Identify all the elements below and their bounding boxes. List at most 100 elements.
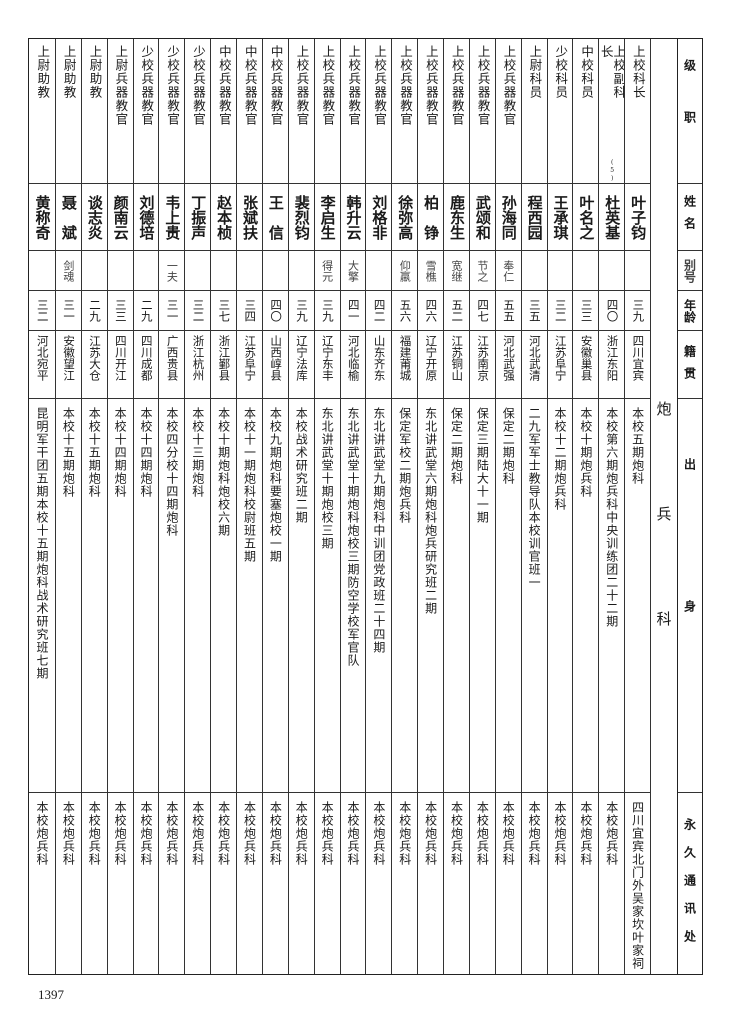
address-text: 本校炮兵科 [138, 801, 153, 866]
address-text: 本校炮兵科 [87, 801, 102, 866]
address-text: 本校炮兵科 [216, 801, 231, 866]
cell-age: 三一 [159, 291, 185, 331]
cell-education: 保定二期炮科 [444, 399, 469, 793]
address-text: 本校炮兵科 [268, 801, 283, 866]
age-text: 三四 [243, 299, 258, 322]
address-text: 本校炮兵科 [501, 801, 516, 866]
table-row: 上校兵器教官 鹿东生 宽继 五二 江苏铜山 保定二期炮科 本校炮兵科 [443, 39, 469, 974]
name-text: 王承琪 [551, 194, 570, 240]
cell-age: 四七 [469, 291, 495, 331]
address-text: 本校炮兵科 [423, 801, 438, 866]
cell-education: 本校十期炮科炮校六期 [211, 399, 237, 793]
rank-text: 上尉兵器教官 [113, 45, 129, 126]
age-text: 三九 [294, 299, 309, 322]
cell-address: 本校炮兵科 [159, 793, 184, 974]
table-row: 上校兵器教官柏 铮雪樵 四六 辽宁开原 东北讲武堂六期炮科炮兵研究班二期 本校炮兵科 [417, 39, 444, 974]
cell-origin: 四川宜宾 [625, 331, 651, 399]
cell-origin: 四川开江 [107, 331, 133, 399]
cell-rank: 上校兵器教官 [418, 39, 444, 184]
education-text: 昆明军干团五期本校十五期炮科战术研究班七期 [34, 407, 49, 680]
cell-rank: 上尉助教 [29, 39, 55, 184]
name-text: 柏 铮 [422, 194, 441, 240]
education-text: 本校十期炮兵科 [578, 407, 593, 498]
cell-address: 本校炮兵科 [211, 793, 236, 974]
origin-text: 江苏阜宁 [553, 335, 568, 381]
address-text: 本校炮兵科 [61, 801, 76, 866]
rank-text: 中校兵器教官 [242, 45, 258, 126]
table-row: 上校副科长 (5) 杜英基 四〇 浙江东阳 本校第六期炮兵科中央训练团二十二期 本校炮兵科 [598, 39, 625, 974]
rank-text: 上校兵器教官 [475, 45, 491, 126]
rank-text: 中校兵器教官 [216, 45, 232, 126]
rank-text: 上尉助教 [35, 45, 51, 99]
cell-rank: 中校兵器教官 [237, 39, 262, 184]
origin-text: 浙江鄞县 [217, 335, 232, 381]
origin-text: 广西贵县 [165, 335, 180, 381]
education-text: 本校第六期炮兵科中央训练团二十二期 [604, 407, 619, 628]
origin-text: 江苏南京 [476, 335, 491, 381]
cell-alias [133, 251, 159, 291]
address-text: 本校炮兵科 [113, 801, 128, 866]
rank-text: 上尉科员 [527, 45, 543, 99]
age-text: 三二 [35, 299, 50, 322]
address-text: 本校炮兵科 [449, 801, 464, 866]
cell-origin: 辽宁东丰 [314, 331, 340, 399]
cell-origin: 浙江鄞县 [211, 331, 237, 399]
cell-alias [211, 251, 237, 291]
cell-address: 本校炮兵科 [548, 793, 573, 974]
cell-alias [185, 251, 211, 291]
age-text: 二九 [87, 299, 102, 322]
address-text: 本校炮兵科 [475, 801, 490, 866]
cell-alias: 得元 [314, 251, 340, 291]
name-text: 王 信 [266, 194, 285, 240]
rank-text: 上校兵器教官 [294, 45, 310, 126]
alias-text: 奉仁 [501, 259, 515, 282]
education-text: 本校十四期炮科 [138, 407, 153, 498]
cell-education: 本校十五期炮科 [55, 399, 81, 793]
cell-origin: 安徽望江 [55, 331, 81, 399]
table-row: 上校兵器教官 韩升云 大擎 四一 河北临榆 东北讲武堂十期炮科炮校三期防空学校军官队 本校炮… [339, 39, 366, 974]
table-row: 上尉助教聂 斌剑魂 三一 安徽望江 本校十五期炮科 本校炮兵科 [54, 39, 81, 974]
origin-text: 辽宁东丰 [320, 335, 335, 381]
cell-education: 本校十一期炮科校尉班五期 [237, 399, 262, 793]
table-row: 上校兵器教官 武颂和 节之 四七 江苏南京 保定三期陆大十一期 本校炮兵科 [468, 39, 495, 974]
rank-text: 上校兵器教官 [346, 45, 362, 126]
cell-education: 东北讲武堂九期炮科中训团党政班二十四期 [366, 399, 392, 793]
header-age: 年龄 [678, 291, 702, 331]
cell-alias [237, 251, 262, 291]
education-text: 东北讲武堂十期炮校三期 [320, 407, 335, 550]
name-text: 裴烈钧 [292, 194, 311, 240]
cell-address: 本校炮兵科 [522, 793, 547, 974]
cell-origin: 浙江杭州 [185, 331, 211, 399]
cell-name: 颜南云 [107, 184, 133, 251]
cell-alias: 宽继 [444, 251, 469, 291]
cell-name: 刘德培 [133, 184, 159, 251]
cell-name: 黄称奇 [29, 184, 55, 251]
cell-education: 本校十五期炮科 [81, 399, 107, 793]
table-row: 中校兵器教官王 信四〇 山西崞县 本校九期炮科要塞炮校一期 本校炮兵科 [261, 39, 288, 974]
cell-rank: 少校兵器教官 [133, 39, 159, 184]
cell-name: 赵本桢 [211, 184, 237, 251]
cell-age: 三二 [185, 291, 211, 331]
rank-text: 上校兵器教官 [320, 45, 336, 126]
cell-origin: 江苏阜宁 [237, 331, 262, 399]
cell-age: 五二 [444, 291, 469, 331]
cell-name: 程西园 [521, 184, 547, 251]
header-origin: 籍贯 [678, 331, 702, 399]
cell-address: 本校炮兵科 [496, 793, 521, 974]
origin-text: 江苏大仓 [87, 335, 102, 381]
header-address: 永久通讯处 [682, 817, 697, 958]
rank-text: 少校兵器教官 [139, 45, 155, 126]
cell-rank: 上校兵器教官 [288, 39, 314, 184]
cell-alias [599, 251, 625, 291]
cell-alias [366, 251, 392, 291]
address-text: 本校炮兵科 [552, 801, 567, 866]
education-text: 本校九期炮科要塞炮校一期 [268, 407, 283, 563]
table-row: 少校兵器教官 丁振声 三二 浙江杭州 本校十三期炮科 本校炮兵科 [184, 39, 211, 974]
cell-origin: 山西崞县 [262, 331, 288, 399]
cell-education: 本校十四期炮科 [133, 399, 159, 793]
cell-name: 柏 铮 [418, 184, 444, 251]
age-text: 五五 [501, 299, 516, 322]
name-text: 程西园 [525, 194, 544, 240]
cell-alias [29, 251, 55, 291]
cell-address: 本校炮兵科 [263, 793, 288, 974]
